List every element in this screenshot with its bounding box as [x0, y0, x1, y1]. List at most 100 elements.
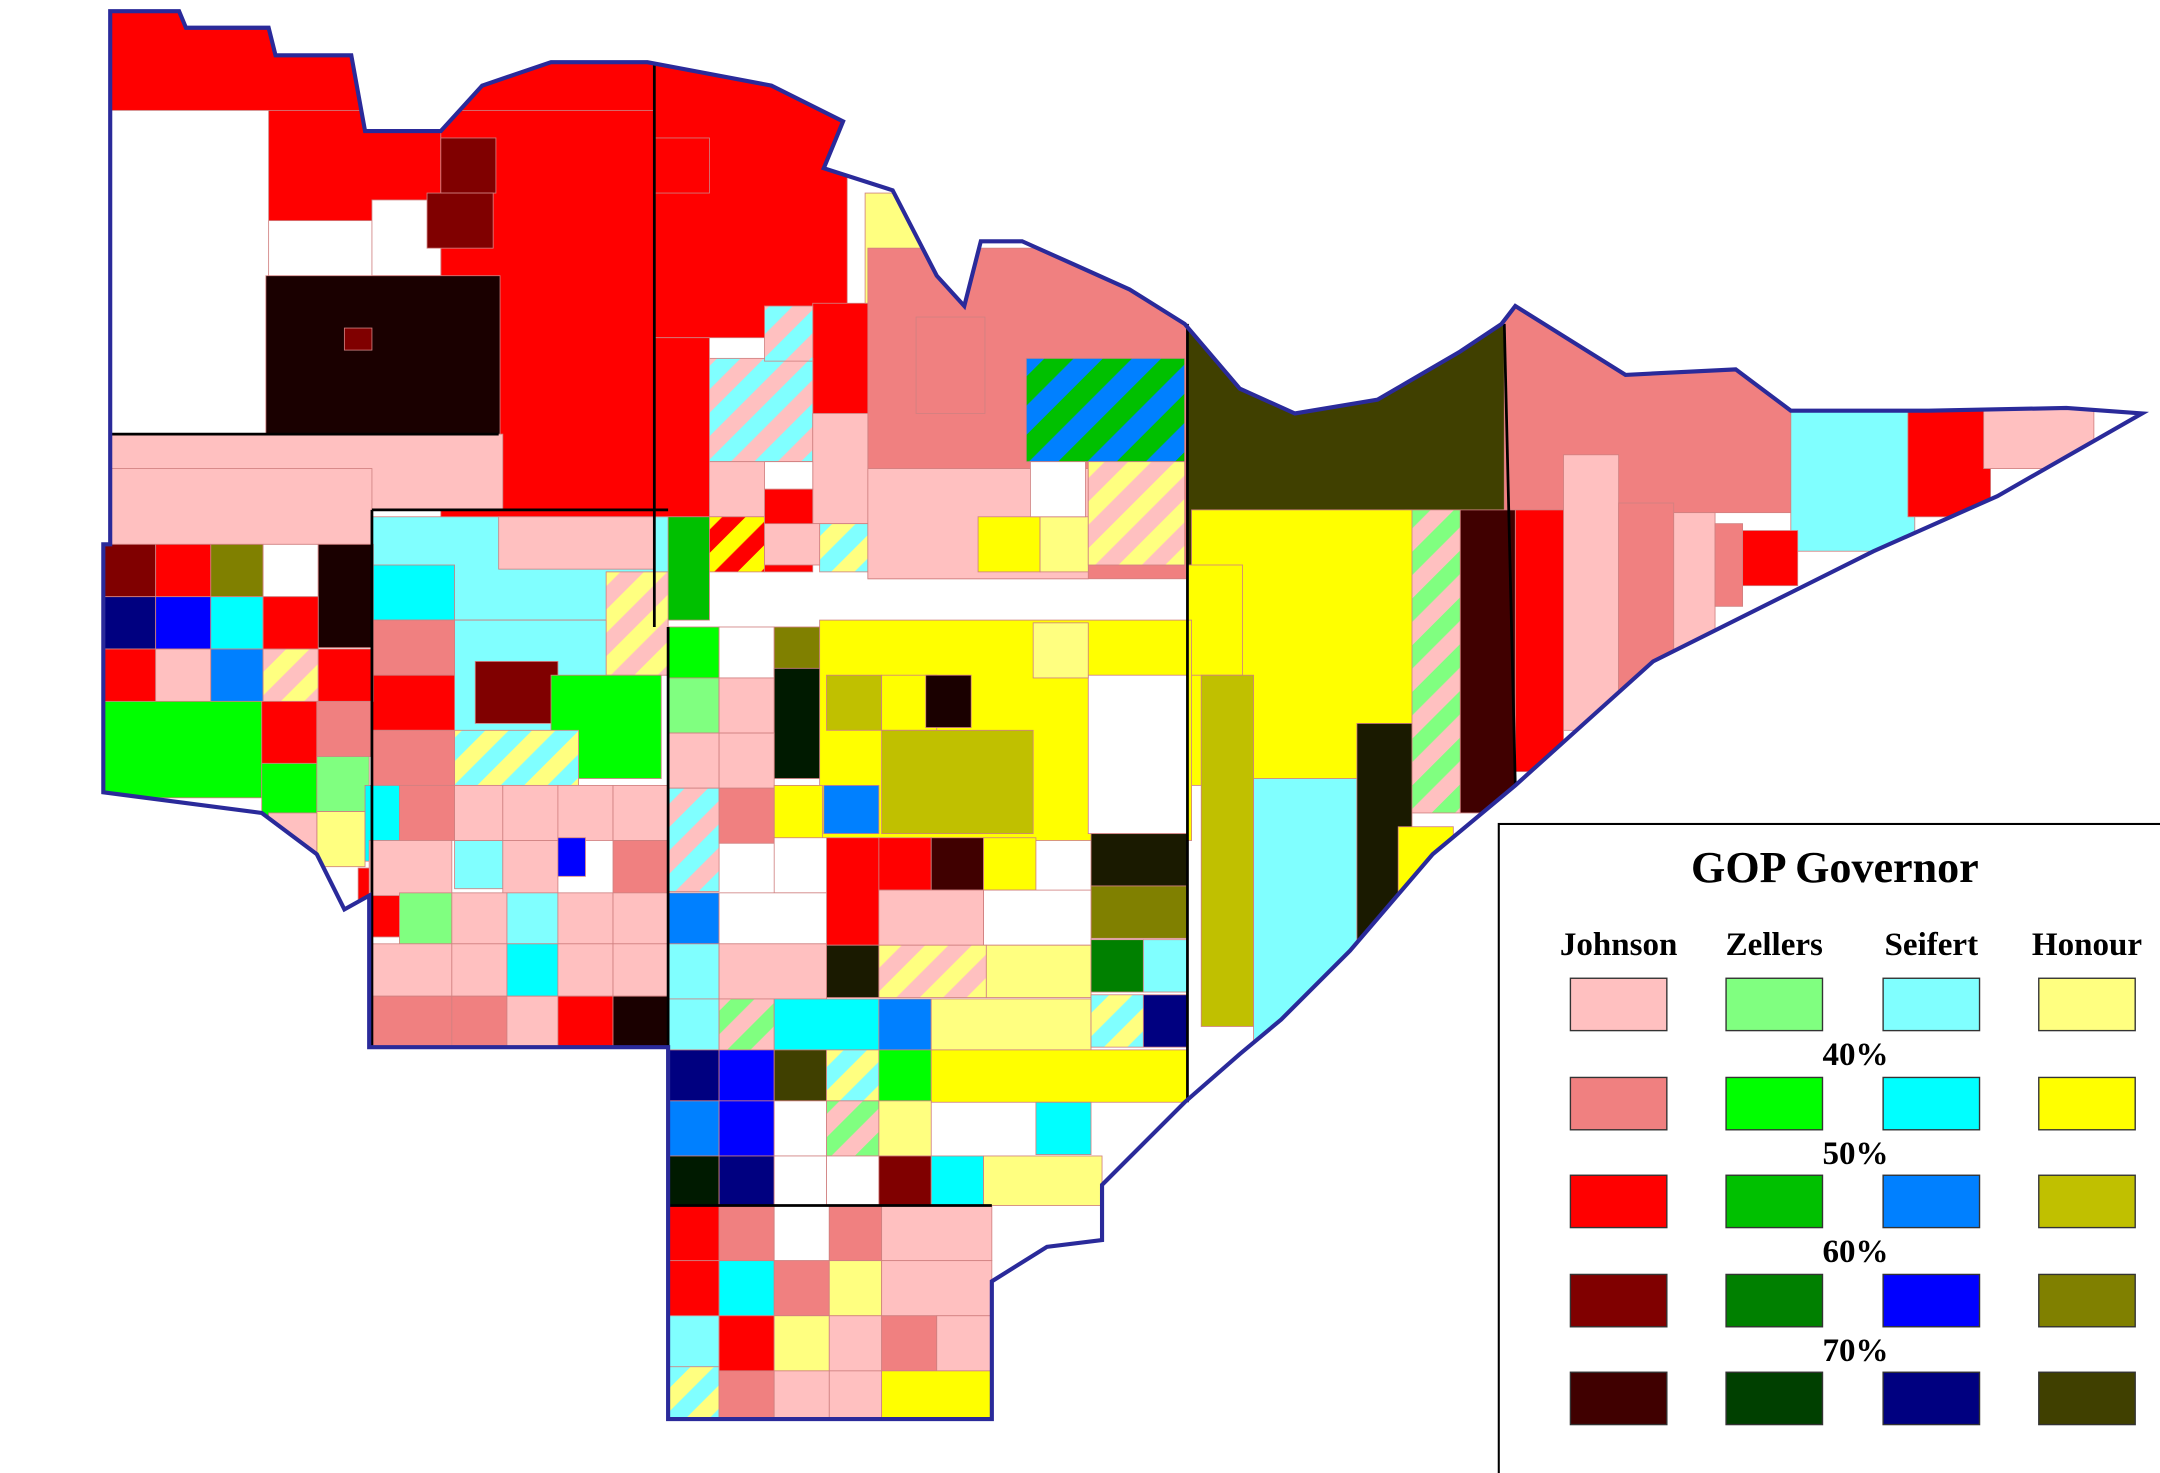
township	[718, 943, 827, 1000]
township	[612, 784, 669, 841]
township	[440, 137, 497, 194]
township	[103, 596, 157, 650]
township	[828, 1370, 883, 1420]
township	[828, 1260, 883, 1317]
county-border	[1502, 323, 1517, 786]
township	[667, 677, 720, 734]
township	[667, 1260, 720, 1317]
township	[915, 316, 986, 414]
township	[368, 840, 453, 897]
township	[930, 1155, 984, 1206]
township	[557, 995, 614, 1048]
township	[612, 995, 669, 1048]
township	[155, 648, 212, 702]
legend-swatch	[2038, 1371, 2136, 1426]
legend-swatch	[1725, 1371, 1824, 1426]
township	[718, 1205, 775, 1262]
township	[261, 700, 318, 764]
township	[667, 1100, 720, 1157]
township	[612, 840, 669, 897]
township	[262, 543, 319, 598]
township	[1563, 454, 1620, 731]
township	[451, 995, 508, 1048]
legend-swatch	[1725, 977, 1824, 1032]
legend-swatch	[1725, 1273, 1824, 1328]
township	[210, 648, 264, 702]
township	[653, 137, 710, 194]
township	[1187, 564, 1243, 676]
township	[773, 1049, 827, 1102]
township	[498, 516, 655, 570]
township	[103, 543, 157, 598]
township	[667, 732, 720, 789]
legend-swatch	[2038, 977, 2136, 1032]
township	[667, 787, 720, 892]
legend-name: Seifert	[1885, 927, 1979, 963]
legend-swatch	[1569, 1371, 1668, 1426]
township	[371, 619, 456, 676]
township	[819, 523, 869, 573]
township	[718, 732, 775, 789]
township	[925, 674, 972, 728]
township	[667, 1049, 720, 1102]
legend-swatch	[1882, 1174, 1981, 1229]
legend-swatch	[1882, 1076, 1981, 1131]
township	[878, 837, 932, 891]
legend-swatch	[2038, 1174, 2136, 1229]
township	[983, 1155, 1103, 1206]
township	[667, 626, 720, 679]
township	[667, 1366, 720, 1420]
legend-name: Honour	[2032, 927, 2142, 963]
township	[1025, 357, 1186, 463]
township	[881, 1260, 993, 1317]
township	[718, 998, 775, 1051]
township	[881, 1315, 938, 1372]
township	[103, 648, 157, 702]
township	[773, 626, 823, 676]
township	[399, 892, 453, 945]
legend-swatch	[1569, 977, 1668, 1032]
township	[881, 1205, 993, 1262]
township	[709, 357, 814, 463]
township	[930, 998, 1092, 1051]
township	[502, 784, 559, 841]
township	[506, 943, 559, 997]
legend-swatch	[1569, 1273, 1668, 1328]
township	[653, 337, 710, 518]
legend-box	[1497, 822, 2160, 1473]
township	[881, 729, 1034, 835]
township	[1253, 778, 1358, 1069]
township	[1032, 622, 1089, 679]
township	[371, 564, 456, 621]
township	[930, 1049, 1188, 1103]
township	[709, 516, 765, 573]
township	[399, 784, 456, 841]
township	[109, 109, 270, 435]
legend-swatch	[1569, 1076, 1668, 1131]
township	[930, 837, 984, 891]
township	[1087, 674, 1188, 835]
township	[826, 837, 880, 946]
township	[718, 1100, 775, 1157]
legend-swatch	[2038, 1273, 2136, 1328]
township	[109, 468, 373, 545]
township	[826, 944, 880, 998]
township	[1039, 516, 1089, 573]
township	[773, 667, 823, 779]
township	[1618, 502, 1675, 711]
township	[317, 543, 374, 649]
legend-threshold: 70%	[1823, 1333, 1889, 1369]
township	[262, 648, 319, 702]
township	[155, 543, 212, 598]
township	[454, 784, 504, 841]
township	[667, 1155, 720, 1206]
township	[718, 677, 775, 734]
township	[718, 892, 827, 945]
legend-threshold: 50%	[1823, 1136, 1889, 1172]
township	[764, 523, 821, 566]
township	[557, 784, 614, 841]
township	[667, 1205, 720, 1262]
township	[612, 892, 669, 945]
